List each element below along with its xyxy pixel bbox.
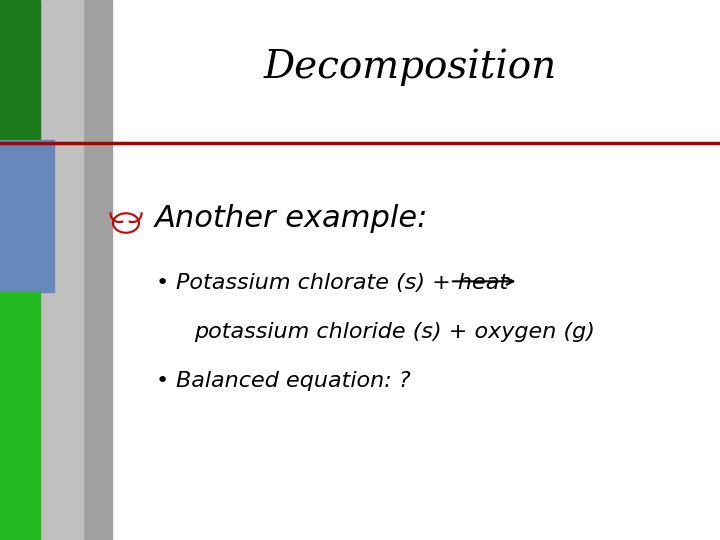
Bar — [0, 140, 54, 292]
Text: •: • — [156, 370, 168, 391]
Bar — [0, 292, 40, 540]
Text: •: • — [156, 273, 168, 294]
Text: Balanced equation: ?: Balanced equation: ? — [176, 370, 411, 391]
Text: potassium chloride (s) + oxygen (g): potassium chloride (s) + oxygen (g) — [194, 322, 595, 342]
Bar — [0, 0, 112, 540]
Text: Decomposition: Decomposition — [264, 49, 557, 86]
Text: Potassium chlorate (s) + heat: Potassium chlorate (s) + heat — [176, 273, 508, 294]
Bar — [0, 0, 83, 540]
Bar — [0, 0, 40, 140]
Text: Another example:: Another example: — [155, 204, 428, 233]
